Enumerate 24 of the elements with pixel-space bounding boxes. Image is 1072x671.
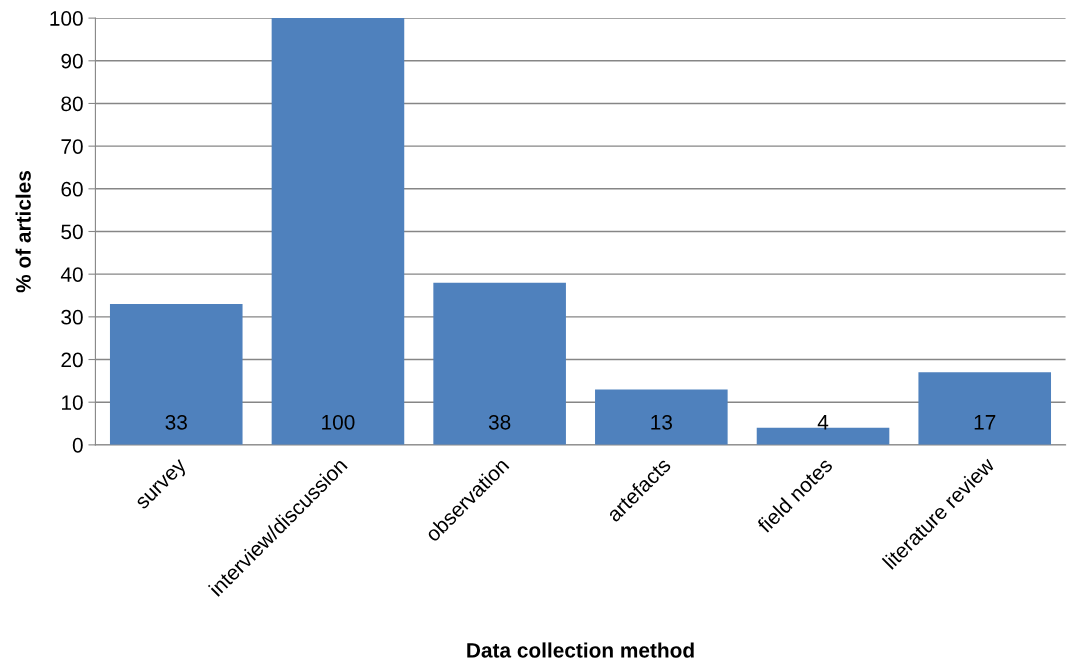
data-label: 100 bbox=[322, 414, 355, 430]
bar bbox=[918, 372, 1052, 445]
y-axis-title: % of articles bbox=[15, 170, 31, 293]
data-label: 33 bbox=[165, 414, 187, 430]
data-label: 4 bbox=[817, 415, 829, 430]
y-tick-label: 90 bbox=[61, 53, 83, 69]
y-tick-label: 60 bbox=[61, 181, 83, 197]
bar bbox=[595, 389, 728, 445]
bar bbox=[433, 282, 566, 445]
bar bbox=[271, 18, 405, 445]
y-tick-label: 100 bbox=[50, 11, 83, 26]
y-tick-label: 0 bbox=[72, 437, 83, 453]
y-tick-label: 70 bbox=[61, 139, 83, 154]
data-label: 17 bbox=[974, 415, 996, 430]
y-tick-label: 40 bbox=[60, 267, 83, 282]
bar bbox=[109, 304, 243, 445]
y-tick-label: 20 bbox=[61, 352, 83, 368]
y-tick-label: 10 bbox=[62, 395, 83, 410]
y-tick-label: 50 bbox=[61, 224, 83, 240]
data-label: 38 bbox=[488, 414, 511, 430]
data-label: 13 bbox=[651, 414, 673, 430]
x-axis-title: Data collection method bbox=[467, 642, 694, 658]
y-tick-label: 30 bbox=[61, 309, 83, 325]
y-tick-label: 80 bbox=[61, 96, 83, 112]
